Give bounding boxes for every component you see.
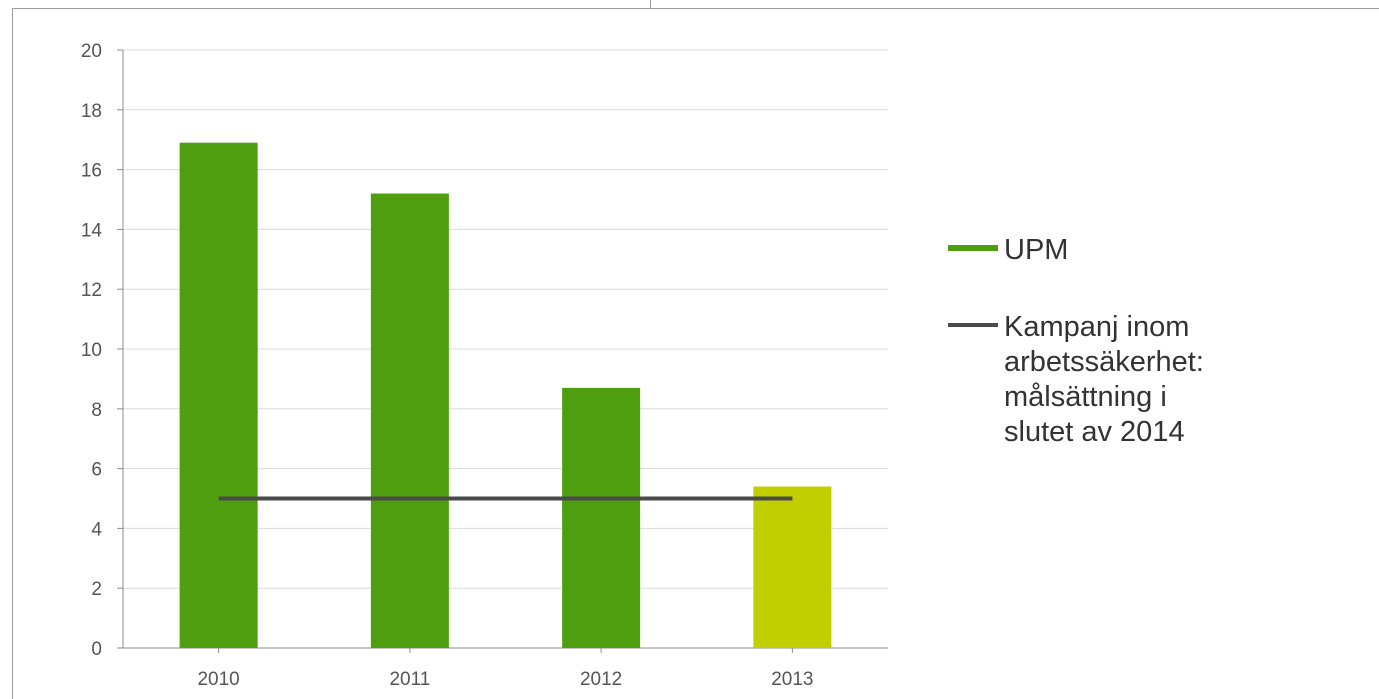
- y-tick-label: 6: [91, 460, 102, 481]
- y-tick-label: 2: [91, 579, 102, 600]
- frame-tick: [650, 0, 651, 9]
- bar-2013: [753, 486, 832, 648]
- y-tick-label: 16: [81, 161, 102, 182]
- bar-2010: [179, 142, 258, 648]
- x-tick-label: 2010: [197, 669, 239, 690]
- y-axis-ticks: 0 2 4 6 8 10 12 14 16 18 20: [81, 41, 123, 660]
- legend-label: målsättning i: [1004, 381, 1167, 413]
- bar-2012: [562, 387, 641, 648]
- x-tick-label: 2011: [389, 669, 430, 690]
- legend-swatch-line: [948, 323, 998, 327]
- x-tick-label: 2012: [580, 669, 622, 690]
- y-tick-label: 14: [81, 220, 103, 241]
- legend-label: UPM: [1004, 234, 1068, 266]
- x-tick-label: 2013: [771, 669, 813, 690]
- y-tick-label: 8: [91, 400, 102, 421]
- chart-frame: [12, 8, 1379, 699]
- y-tick-label: 12: [81, 280, 102, 301]
- x-axis-ticks: 2010 2011 2012 2013: [197, 648, 814, 690]
- legend-label: Kampanj inom: [1004, 311, 1189, 343]
- legend-label: slutet av 2014: [1004, 416, 1185, 448]
- y-tick-label: 20: [81, 41, 102, 62]
- bar-2011: [370, 193, 449, 648]
- legend-label: arbetssäkerhet:: [1004, 346, 1204, 378]
- y-tick-label: 0: [91, 639, 102, 660]
- y-tick-label: 18: [81, 101, 102, 122]
- legend: UPM Kampanj inomarbetssäkerhet:målsättnin…: [948, 234, 1204, 448]
- legend-swatch-bar: [948, 245, 998, 251]
- y-tick-label: 4: [91, 519, 102, 540]
- y-tick-label: 10: [81, 340, 102, 361]
- bars: [179, 142, 832, 648]
